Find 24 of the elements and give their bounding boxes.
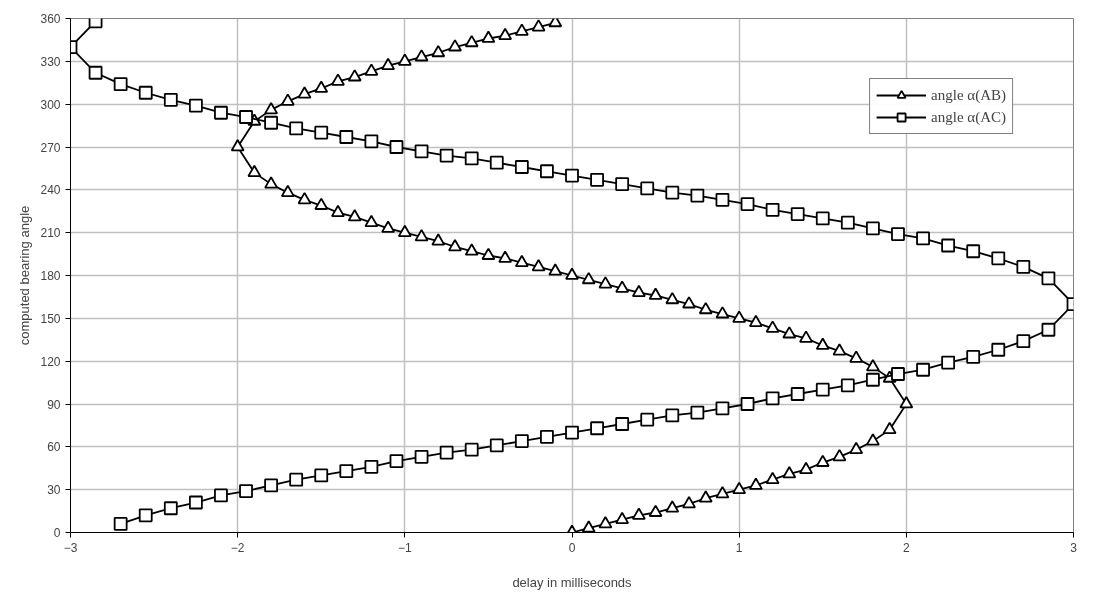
y-tick-label: 300 xyxy=(40,97,61,112)
x-tick-label: 1 xyxy=(735,540,743,555)
x-axis-title: delay in milliseconds xyxy=(512,574,633,590)
legend-label: angle α(AC) xyxy=(931,108,1006,126)
y-tick-label: 360 xyxy=(40,12,61,26)
y-tick-label: 90 xyxy=(47,397,61,412)
y-tick-label: 120 xyxy=(40,354,61,369)
y-axis-title: computed bearing angle xyxy=(17,205,33,346)
y-tick-label: 60 xyxy=(47,440,61,455)
y-tick-label: 330 xyxy=(40,54,61,69)
y-tick-label: 240 xyxy=(40,183,61,198)
y-tick-label: 210 xyxy=(40,226,61,241)
x-tick-label: −1 xyxy=(397,540,412,555)
y-tick-label: 0 xyxy=(53,526,61,540)
y-tick-label: 30 xyxy=(47,483,61,498)
y-tick-label: 180 xyxy=(40,269,61,283)
x-tick-label: −3 xyxy=(63,540,78,555)
y-tick-label: 150 xyxy=(40,311,61,326)
legend-label: angle α(AB) xyxy=(931,86,1006,104)
x-tick-label: 3 xyxy=(1070,540,1078,555)
x-tick-label: 2 xyxy=(903,540,910,555)
x-tick-label: −2 xyxy=(230,540,245,555)
x-tick-label: 0 xyxy=(568,540,576,555)
y-tick-label: 270 xyxy=(40,140,61,155)
